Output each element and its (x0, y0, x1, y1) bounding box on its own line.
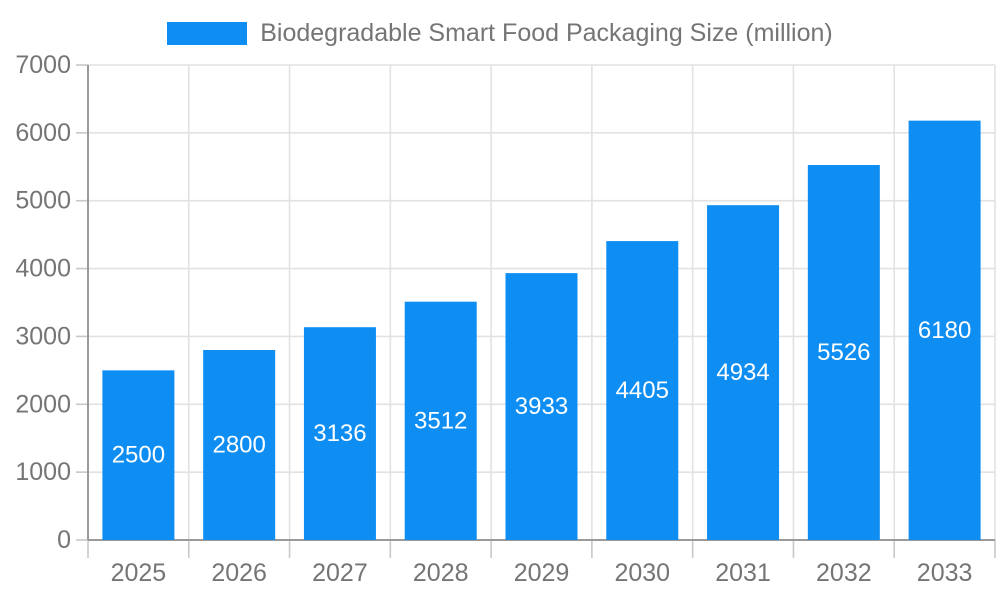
bar-value-label: 5526 (817, 339, 870, 366)
bar (303, 327, 376, 540)
bar-value-label: 6180 (918, 317, 971, 344)
bar-value-label: 4934 (716, 359, 769, 386)
bar (707, 205, 780, 540)
bar (505, 273, 578, 540)
bar-value-label: 2800 (212, 432, 265, 459)
x-tick-label: 2026 (211, 559, 267, 587)
bar (102, 370, 175, 540)
y-tick-label: 6000 (15, 119, 71, 147)
bar-value-label: 3933 (515, 393, 568, 420)
y-tick-label: 2000 (15, 390, 71, 418)
bar-value-label: 3136 (313, 420, 366, 447)
x-tick-label: 2030 (614, 559, 670, 587)
bar-value-label: 4405 (616, 377, 669, 404)
bar-value-label: 2500 (112, 442, 165, 469)
x-tick-label: 2028 (413, 559, 469, 587)
bar (908, 120, 981, 541)
bar (807, 165, 880, 540)
x-tick-label: 2025 (111, 559, 167, 587)
x-tick-label: 2031 (715, 559, 771, 587)
y-tick-label: 1000 (15, 458, 71, 486)
y-tick-label: 5000 (15, 187, 71, 215)
x-tick-label: 2027 (312, 559, 368, 587)
y-tick-label: 0 (57, 526, 71, 554)
bar (203, 350, 276, 540)
x-tick-label: 2032 (816, 559, 872, 587)
bar (606, 241, 679, 540)
x-tick-label: 2029 (514, 559, 570, 587)
y-tick-label: 7000 (15, 51, 71, 79)
y-tick-label: 3000 (15, 322, 71, 350)
bar (404, 301, 477, 540)
x-tick-label: 2033 (917, 559, 973, 587)
bar-value-label: 3512 (414, 407, 467, 434)
y-tick-label: 4000 (15, 255, 71, 283)
